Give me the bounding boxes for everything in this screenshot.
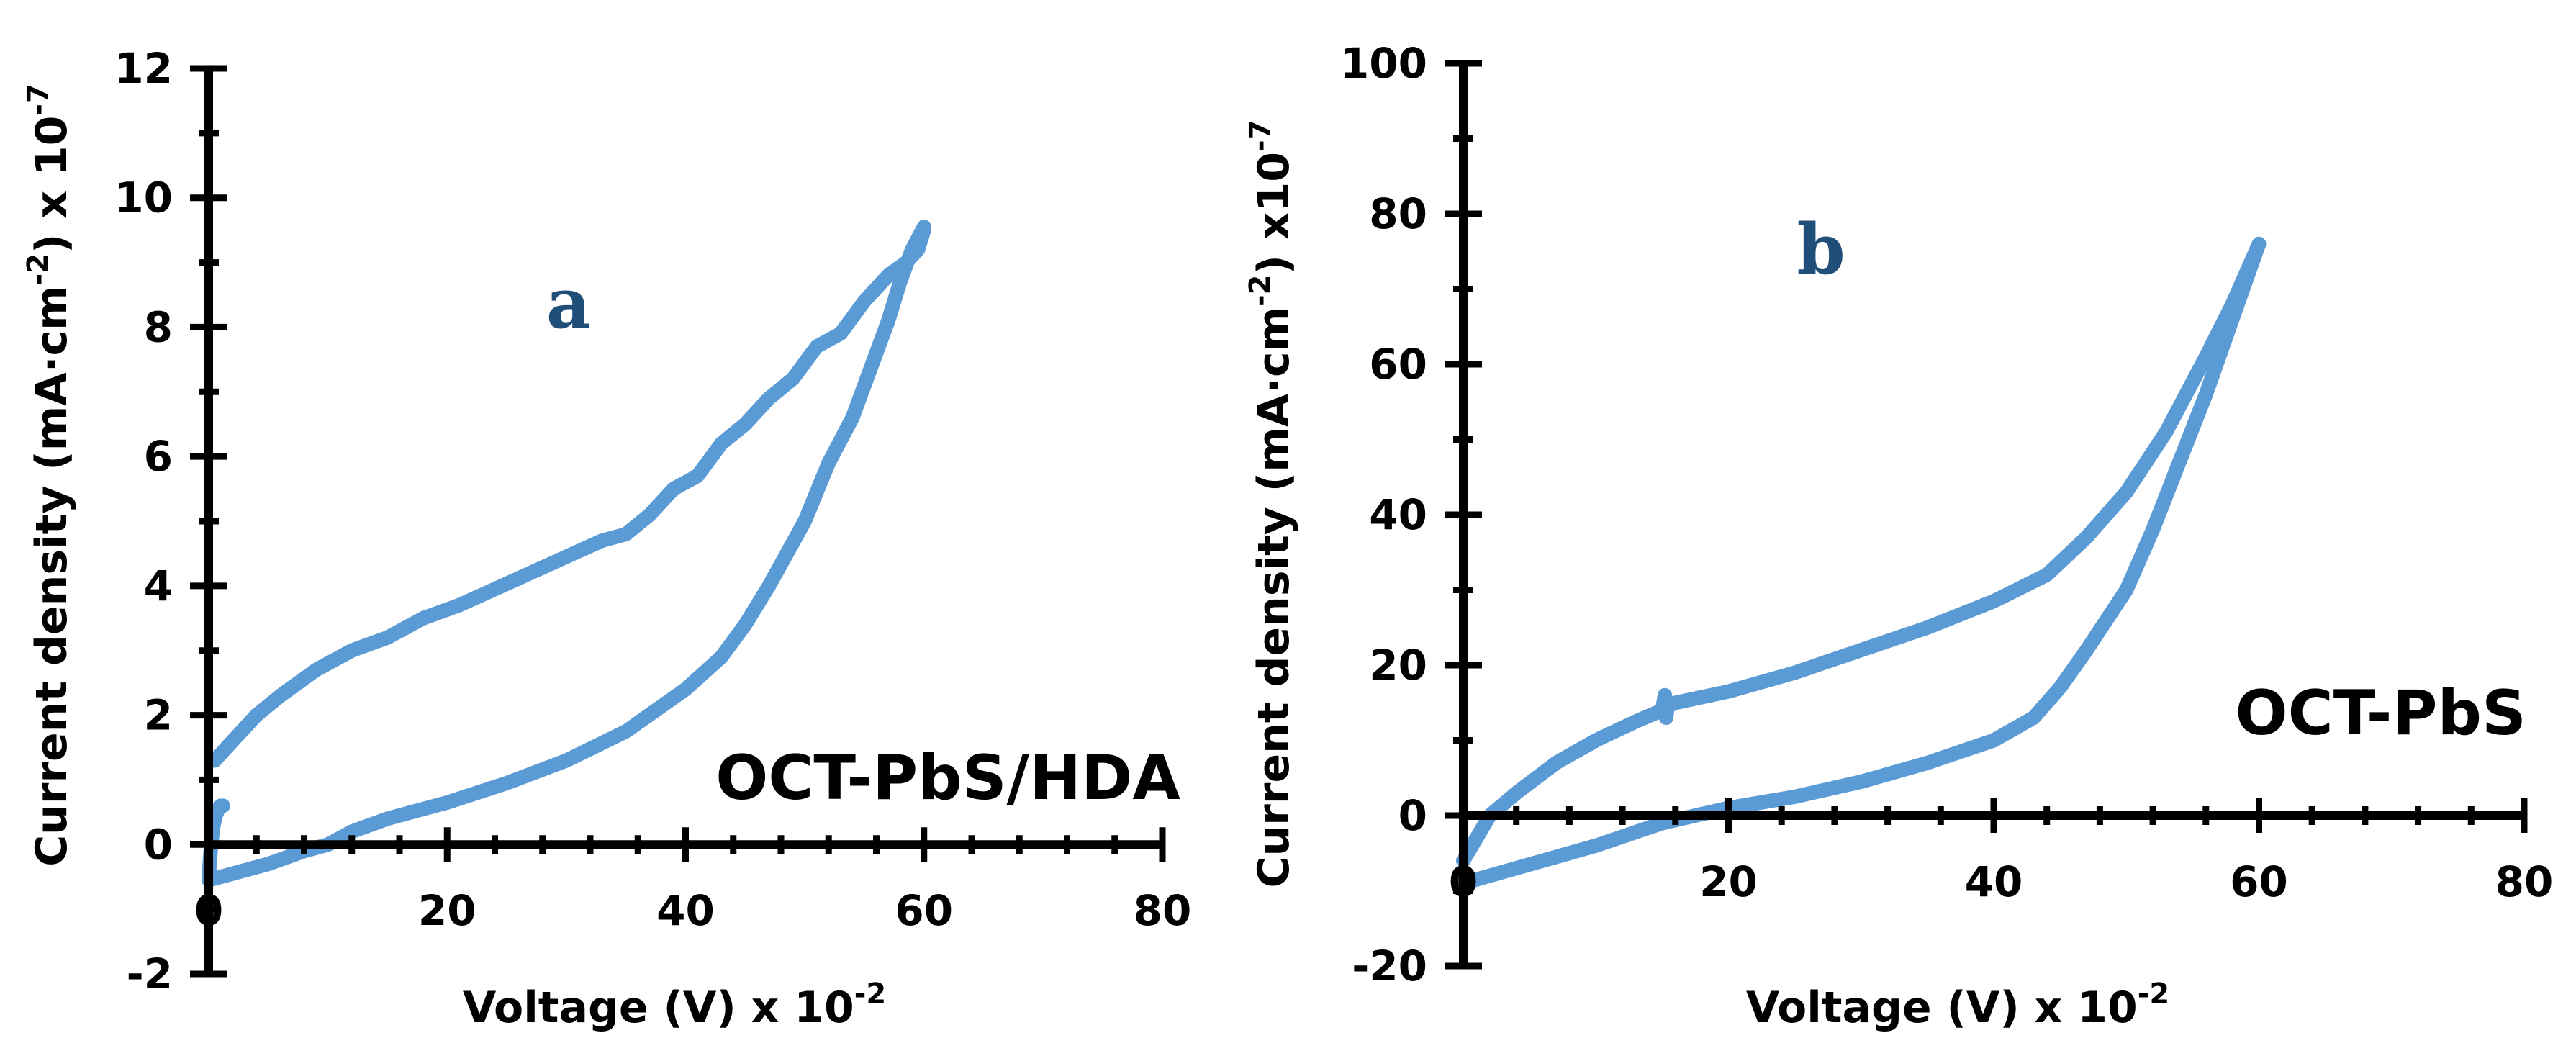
- panel-b-curves: [1456, 236, 2267, 890]
- y-tick-label: 0: [1398, 791, 1427, 840]
- panel-b: -20 0 20 40 60 80 100 0 20 40 60 80 Voltage (V) x …: [1244, 39, 2553, 1033]
- panel-a-letter: a: [546, 263, 591, 344]
- series-line-forward: [1456, 236, 2267, 868]
- y-tick-label: -20: [1352, 942, 1427, 990]
- panel-a-ticks: [190, 65, 1166, 978]
- y-tick-label: 10: [114, 173, 173, 222]
- y-tick-label: 20: [1369, 641, 1427, 690]
- x-tick-label: 20: [1699, 857, 1758, 906]
- panel-a: -2 0 2 4 6 8 10 12 0 20 40 60 80 Voltage (V) x 10-2…: [22, 44, 1191, 1033]
- panel-b-ticks: [1445, 60, 2528, 970]
- y-tick-label: -2: [127, 949, 173, 998]
- y-tick-label: 80: [1369, 189, 1427, 238]
- x-tick-label: 80: [2495, 857, 2554, 906]
- x-tick-label: 40: [656, 886, 715, 935]
- x-tick-label: 60: [2230, 857, 2288, 906]
- x-tick-label: 0: [194, 886, 223, 935]
- panel-b-sample-label: OCT-PbS: [2236, 677, 2526, 749]
- panel-b-y-tick-labels: -20 0 20 40 60 80 100: [1340, 39, 1427, 990]
- series-line-return: [1456, 236, 2267, 890]
- y-tick-label: 8: [144, 302, 173, 351]
- panel-a-y-tick-labels: -2 0 2 4 6 8 10 12: [114, 44, 173, 998]
- y-tick-label: 0: [144, 820, 173, 869]
- panel-a-x-axis-title: Voltage (V) x 10-2: [463, 978, 886, 1033]
- y-tick-label: 100: [1340, 39, 1427, 88]
- y-tick-label: 2: [144, 691, 173, 740]
- y-tick-label: 60: [1369, 340, 1427, 389]
- panel-b-x-tick-labels: 0 20 40 60 80: [1449, 857, 2554, 906]
- x-tick-label: 0: [1449, 857, 1478, 906]
- panel-a-x-tick-labels: 0 20 40 60 80: [194, 886, 1192, 935]
- x-tick-label: 20: [418, 886, 476, 935]
- series-line-reverse: [207, 222, 931, 768]
- y-tick-label: 4: [144, 561, 173, 610]
- x-tick-label: 40: [1965, 857, 2023, 906]
- y-tick-label: 12: [114, 44, 173, 93]
- panel-a-sample-label: OCT-PbS/HDA: [715, 742, 1180, 814]
- y-tick-label: 40: [1369, 490, 1427, 539]
- panel-b-x-axis-title: Voltage (V) x 10-2: [1746, 978, 2169, 1033]
- panel-b-letter: b: [1797, 209, 1845, 290]
- panel-b-y-axis-title: Current density (mA·cm-2) x10-7: [1244, 120, 1299, 888]
- x-tick-label: 60: [895, 886, 953, 935]
- panel-a-y-axis-title: Current density (mA·cm-2) x 10-7: [22, 84, 77, 867]
- y-tick-label: 6: [144, 432, 173, 481]
- x-tick-label: 80: [1134, 886, 1192, 935]
